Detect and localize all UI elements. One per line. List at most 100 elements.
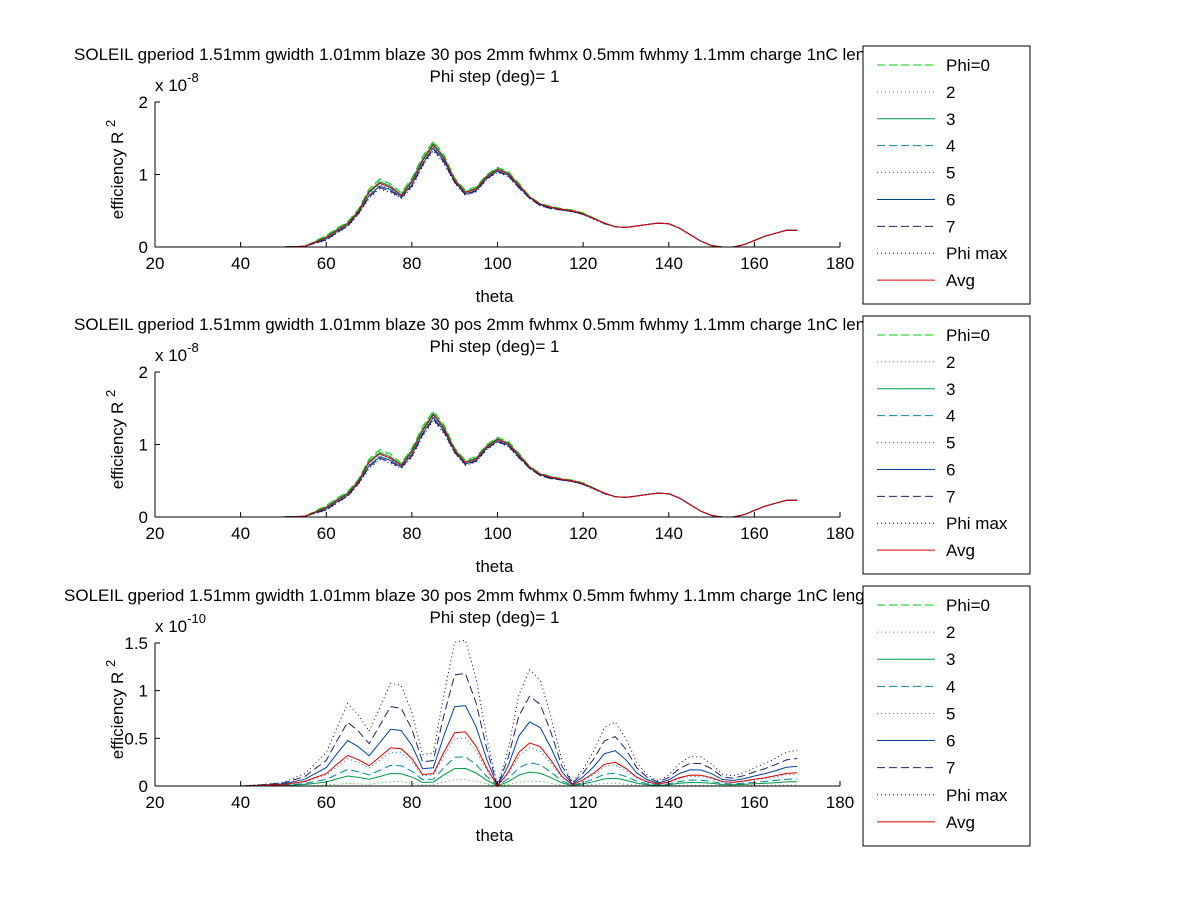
legend-label: 4 bbox=[946, 137, 955, 156]
legend-label: 4 bbox=[946, 677, 955, 696]
chart-title: SOLEIL gperiod 1.51mm gwidth 1.01mm blaz… bbox=[64, 586, 911, 605]
series-line-6 bbox=[197, 146, 798, 248]
series-line-7 bbox=[197, 672, 798, 788]
legend-label: Avg bbox=[946, 271, 975, 290]
y-tick-label: 1.5 bbox=[124, 634, 148, 653]
legend-label: Phi=0 bbox=[946, 596, 990, 615]
subplot-2: 20 40 60 80 100 120 140 160 180 0 1 2 x 10-8 theta eff… bbox=[74, 315, 1031, 576]
legend-label: 6 bbox=[946, 460, 955, 479]
series-line-8 bbox=[197, 639, 798, 787]
legend-label: 4 bbox=[946, 407, 955, 426]
series-line-1 bbox=[197, 410, 798, 518]
x-tick-label: 160 bbox=[740, 254, 768, 273]
series-line-3 bbox=[197, 412, 798, 518]
x-tick-label: 40 bbox=[231, 793, 250, 812]
chart-subtitle: Phi step (deg)= 1 bbox=[430, 67, 560, 86]
y-tick-label: 0 bbox=[139, 777, 148, 796]
y-axis-label: efficiency R 2 bbox=[103, 390, 127, 490]
chart-title: SOLEIL gperiod 1.51mm gwidth 1.01mm blaz… bbox=[74, 315, 921, 334]
x-tick-label: 80 bbox=[402, 524, 421, 543]
x-tick-label: 120 bbox=[569, 524, 597, 543]
x-tick-label: 180 bbox=[826, 254, 854, 273]
legend-label: Phi max bbox=[946, 244, 1008, 263]
y-tick-label: 2 bbox=[139, 363, 148, 382]
series-line-2 bbox=[197, 779, 798, 787]
x-tick-label: 60 bbox=[317, 524, 336, 543]
x-axis-label: theta bbox=[476, 557, 514, 576]
series-line-5 bbox=[197, 737, 798, 787]
series-line-9 bbox=[197, 413, 798, 518]
x-tick-label: 60 bbox=[317, 793, 336, 812]
x-tick-label: 40 bbox=[231, 254, 250, 273]
series-line-9 bbox=[197, 143, 798, 248]
legend-label: 7 bbox=[946, 487, 955, 506]
y-tick-label: 0.5 bbox=[124, 729, 148, 748]
series-line-2 bbox=[197, 141, 798, 248]
y-scale-factor: x 10-10 bbox=[155, 611, 206, 636]
legend: Phi=0 2 3 4 5 6 7 Phi max Avg bbox=[862, 45, 1031, 305]
legend-box bbox=[862, 45, 1031, 305]
legend-label: 7 bbox=[946, 217, 955, 236]
legend-label: 5 bbox=[946, 164, 955, 183]
series-line-6 bbox=[197, 416, 798, 518]
x-tick-label: 120 bbox=[569, 254, 597, 273]
legend-label: Phi max bbox=[946, 786, 1008, 805]
chart-subtitle: Phi step (deg)= 1 bbox=[430, 337, 560, 356]
x-tick-label: 120 bbox=[569, 793, 597, 812]
y-tick-label: 1 bbox=[139, 166, 148, 185]
series-line-4 bbox=[197, 413, 798, 518]
x-tick-label: 160 bbox=[740, 793, 768, 812]
legend-label: 7 bbox=[946, 759, 955, 778]
series-line-1 bbox=[197, 140, 798, 248]
legend-label: Phi max bbox=[946, 514, 1008, 533]
y-axis-label: efficiency R 2 bbox=[103, 120, 127, 220]
y-tick-label: 1 bbox=[139, 682, 148, 701]
legend-label: 2 bbox=[946, 353, 955, 372]
series-line-6 bbox=[197, 705, 798, 788]
legend-box bbox=[862, 315, 1031, 575]
series-line-2 bbox=[197, 411, 798, 518]
subplot-1: 20 40 60 80 100 120 140 160 180 0 1 2 x 10-8 theta eff… bbox=[74, 45, 1031, 306]
y-scale-factor: x 10-8 bbox=[155, 340, 199, 365]
legend-label: 5 bbox=[946, 704, 955, 723]
x-axis-label: theta bbox=[476, 826, 514, 845]
x-tick-label: 60 bbox=[317, 254, 336, 273]
legend-label: 2 bbox=[946, 83, 955, 102]
legend-label: Avg bbox=[946, 813, 975, 832]
legend-label: 3 bbox=[946, 380, 955, 399]
x-tick-label: 180 bbox=[826, 524, 854, 543]
legend-label: 3 bbox=[946, 650, 955, 669]
legend: Phi=0 2 3 4 5 6 7 Phi max Avg bbox=[862, 315, 1031, 575]
y-tick-label: 0 bbox=[139, 238, 148, 257]
y-axis-label: efficiency R 2 bbox=[103, 660, 127, 760]
x-tick-label: 20 bbox=[146, 793, 165, 812]
x-tick-label: 160 bbox=[740, 524, 768, 543]
x-tick-label: 100 bbox=[483, 793, 511, 812]
x-tick-label: 40 bbox=[231, 524, 250, 543]
series-line-7 bbox=[197, 418, 798, 518]
x-tick-label: 80 bbox=[402, 254, 421, 273]
chart-title: SOLEIL gperiod 1.51mm gwidth 1.01mm blaz… bbox=[74, 45, 921, 64]
x-tick-label: 180 bbox=[826, 793, 854, 812]
legend-label: 6 bbox=[946, 732, 955, 751]
y-tick-label: 2 bbox=[139, 93, 148, 112]
y-tick-label: 0 bbox=[139, 508, 148, 527]
legend-label: 2 bbox=[946, 623, 955, 642]
x-tick-label: 20 bbox=[146, 524, 165, 543]
series-line-3 bbox=[197, 142, 798, 248]
subplot-3: 20 40 60 80 100 120 140 160 180 0 0.5 1 1.5 x 10-10 th… bbox=[64, 585, 1031, 847]
legend-label: Phi=0 bbox=[946, 56, 990, 75]
x-tick-label: 20 bbox=[146, 254, 165, 273]
x-tick-label: 140 bbox=[655, 254, 683, 273]
series-line-5 bbox=[197, 415, 798, 518]
series-line-8 bbox=[197, 419, 798, 518]
series-line-5 bbox=[197, 145, 798, 248]
series-line-7 bbox=[197, 148, 798, 248]
legend-label: 5 bbox=[946, 434, 955, 453]
x-axis-label: theta bbox=[476, 287, 514, 306]
series-line-4 bbox=[197, 143, 798, 248]
legend-label: Phi=0 bbox=[946, 326, 990, 345]
x-tick-label: 100 bbox=[483, 524, 511, 543]
x-tick-label: 140 bbox=[655, 524, 683, 543]
